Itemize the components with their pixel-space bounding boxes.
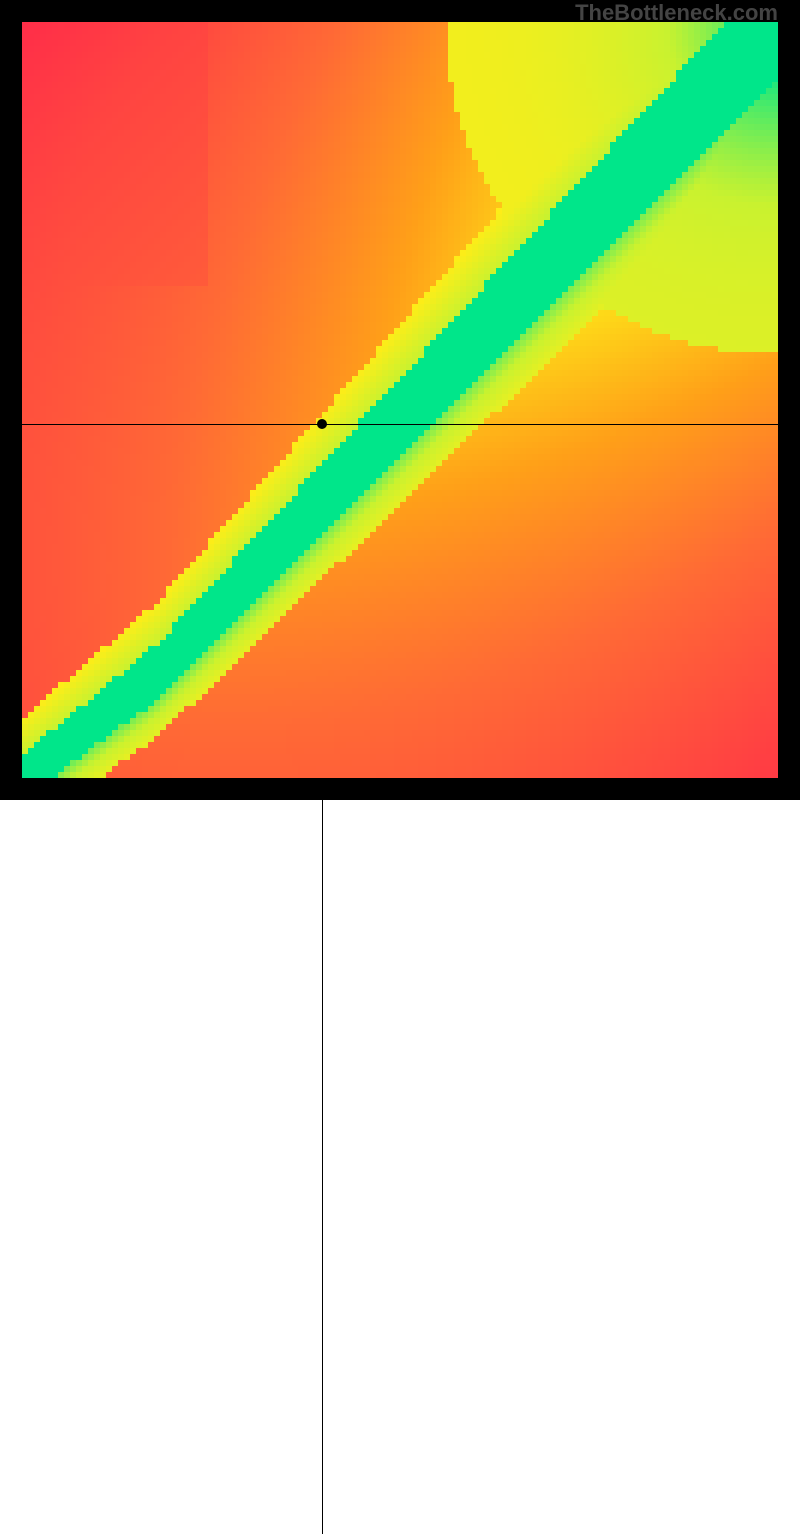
crosshair-horizontal	[22, 424, 778, 425]
heatmap-plot	[22, 22, 778, 778]
crosshair-vertical	[322, 778, 323, 1534]
chart-frame: TheBottleneck.com	[0, 0, 800, 800]
crosshair-marker	[317, 419, 327, 429]
heatmap-canvas	[22, 22, 778, 778]
